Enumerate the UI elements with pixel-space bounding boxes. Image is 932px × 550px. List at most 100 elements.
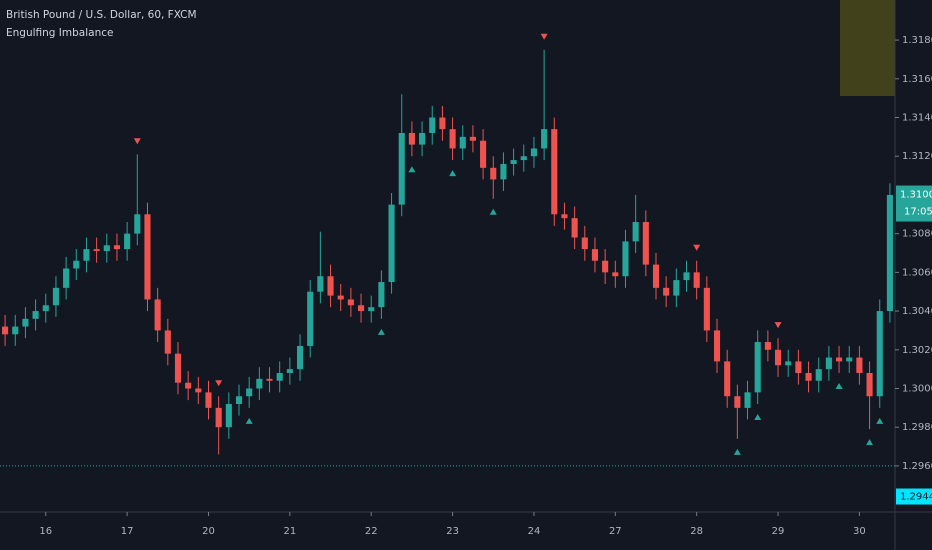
candle-body (703, 287, 710, 331)
candle-body (856, 357, 863, 374)
candle-body (632, 222, 639, 242)
candle-body (235, 396, 243, 404)
candle-body (154, 299, 161, 331)
bullish-signal (866, 439, 874, 446)
candle-body (93, 249, 100, 252)
indicator-name: Engulfing Imbalance (6, 27, 113, 39)
candle-body (449, 129, 456, 149)
candle-body (388, 204, 395, 283)
candle-body (469, 136, 476, 141)
candle-body (2, 326, 9, 335)
candle-body (347, 299, 354, 306)
highlight-box (840, 0, 895, 96)
candle-body (764, 342, 771, 350)
bullish-signal (835, 383, 843, 390)
candle-body (286, 369, 293, 374)
y-tick-label: 1.31400 (902, 112, 932, 123)
candle-body (73, 260, 80, 269)
candle-body (215, 407, 222, 428)
bullish-signal (733, 448, 741, 455)
candle-body (327, 276, 334, 296)
candle-body (683, 272, 690, 281)
y-tick-label: 1.29600 (902, 461, 932, 472)
candle-body (754, 342, 761, 393)
x-tick-label: 23 (446, 526, 459, 537)
candle-body (459, 136, 466, 149)
y-tick-label: 1.31600 (902, 74, 932, 85)
last-price-label: 1.31002 (900, 190, 932, 201)
bullish-signal (408, 166, 416, 173)
candle-body (713, 330, 721, 362)
y-tick-label: 1.31200 (902, 151, 932, 162)
candle-body (419, 132, 426, 145)
candle-body (744, 392, 751, 408)
bullish-signal (754, 413, 762, 420)
candle-body (337, 295, 344, 300)
y-tick-label: 1.31800 (902, 35, 932, 46)
candle-body (836, 357, 843, 362)
candle-body (52, 287, 59, 306)
candle-body (693, 272, 700, 288)
candle-body (663, 287, 670, 296)
y-tick-label: 1.30000 (902, 384, 932, 395)
candle-body (652, 264, 660, 288)
low-price-label: 1.29442 (900, 492, 932, 503)
bullish-signal (489, 208, 497, 215)
bullish-signal (245, 417, 253, 424)
x-tick-label: 30 (853, 526, 866, 537)
candle-body (256, 378, 263, 389)
candle-body (124, 233, 131, 250)
y-tick-label: 1.29800 (902, 422, 932, 433)
candle-body (317, 276, 324, 292)
candle-body (164, 330, 171, 354)
candle-body (429, 117, 436, 133)
candle-body (866, 373, 873, 397)
last-price-box (896, 185, 932, 222)
countdown-label: 17:05 (904, 207, 932, 218)
y-tick-label: 1.30200 (902, 345, 932, 356)
x-tick-label: 28 (690, 526, 703, 537)
candle-body (195, 388, 202, 393)
x-tick-label: 27 (609, 526, 622, 537)
candle-body (602, 260, 609, 273)
x-tick-label: 22 (365, 526, 378, 537)
bullish-signal (377, 328, 385, 335)
candle-body (510, 160, 517, 164)
candle-body (846, 357, 853, 362)
candle-body (32, 311, 39, 319)
candle-body (42, 305, 49, 312)
x-tick-label: 17 (121, 526, 134, 537)
candle-body (591, 249, 599, 261)
candle-body (358, 305, 365, 312)
candle-body (530, 148, 537, 157)
candle-body (378, 282, 385, 308)
candle-body (876, 311, 883, 397)
bearish-signal (133, 138, 141, 145)
candle-body (815, 369, 822, 381)
candle-body (724, 361, 731, 397)
candle-body (439, 117, 446, 130)
chart-title: British Pound / U.S. Dollar, 60, FXCM (6, 9, 197, 21)
candle-body (103, 245, 110, 252)
bearish-signal (774, 322, 782, 329)
candle-body (368, 307, 375, 312)
x-tick-label: 21 (283, 526, 296, 537)
candle-body (225, 403, 232, 428)
candle-body (785, 361, 792, 366)
bearish-signal (215, 380, 223, 387)
candle-body (561, 214, 568, 219)
candle-body (398, 132, 405, 205)
candle-body (520, 156, 527, 161)
candle-body (500, 163, 507, 180)
candle-body (307, 291, 314, 346)
candle-body (246, 388, 253, 397)
candle-body (276, 373, 283, 381)
candle-body (805, 373, 812, 381)
candle-body (134, 214, 141, 234)
candle-body (408, 132, 415, 145)
x-tick-label: 29 (772, 526, 785, 537)
candle-body (480, 140, 487, 168)
candle-body (541, 129, 548, 149)
